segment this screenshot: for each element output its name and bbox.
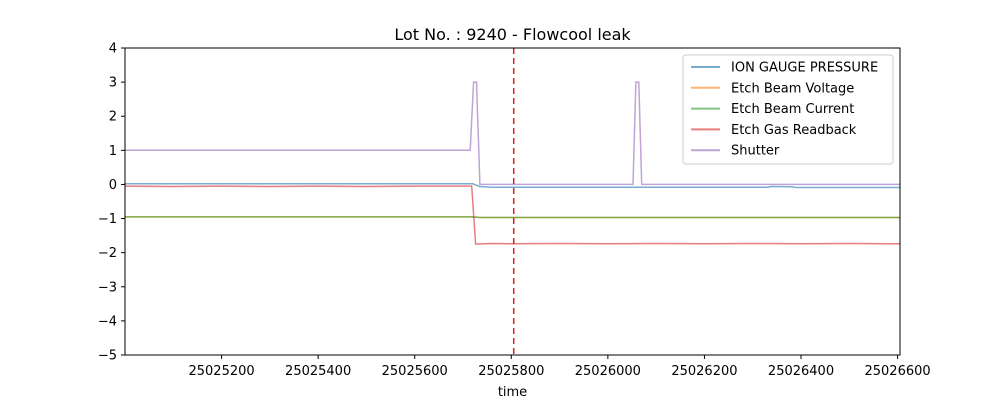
y-tick-label: −2 [98, 246, 117, 261]
x-tick-label: 25026600 [864, 364, 930, 379]
legend-label-0: ION GAUGE PRESSURE [731, 61, 878, 76]
x-tick-label: 25026400 [768, 364, 834, 379]
x-tick-label: 25025200 [188, 364, 254, 379]
series-line-2 [125, 216, 900, 219]
series-line-3 [124, 185, 901, 245]
legend-label-2: Etch Beam Current [731, 102, 854, 117]
y-tick-label: −3 [98, 280, 117, 295]
y-tick-label: 0 [109, 178, 117, 193]
chart-title: Lot No. : 9240 - Flowcool leak [394, 25, 631, 44]
y-tick-label: 4 [109, 42, 117, 57]
y-axis: 4 3 2 1 0 −1 −2 −3 −4 −5 [98, 42, 125, 364]
legend-label-3: Etch Gas Readback [731, 123, 857, 138]
series-layer [124, 81, 901, 245]
x-axis-label: time [498, 385, 527, 400]
y-tick-label: −4 [98, 314, 117, 329]
legend-box [682, 54, 894, 165]
plot-area-frame [124, 47, 901, 356]
y-tick-label: −1 [98, 212, 117, 227]
x-tick-label: 25026000 [575, 364, 641, 379]
legend-label-1: Etch Beam Voltage [731, 81, 854, 96]
y-tick-label: 3 [109, 76, 117, 91]
y-tick-label: 2 [109, 110, 117, 125]
y-tick-label: −5 [98, 349, 117, 364]
series-line-0 [125, 183, 900, 189]
legend-label-4: Shutter [731, 144, 780, 159]
legend: ION GAUGE PRESSURE Etch Beam Voltage Etch … [682, 54, 894, 165]
x-axis: 25025200 25025400 25025600 25025800 25026000… [188, 355, 931, 379]
y-tick-label: 1 [109, 144, 117, 159]
x-tick-label: 25025400 [285, 364, 351, 379]
x-tick-label: 25026200 [671, 364, 737, 379]
x-tick-label: 25025800 [478, 364, 544, 379]
x-tick-label: 25025600 [382, 364, 448, 379]
series-line-4 [125, 81, 900, 186]
